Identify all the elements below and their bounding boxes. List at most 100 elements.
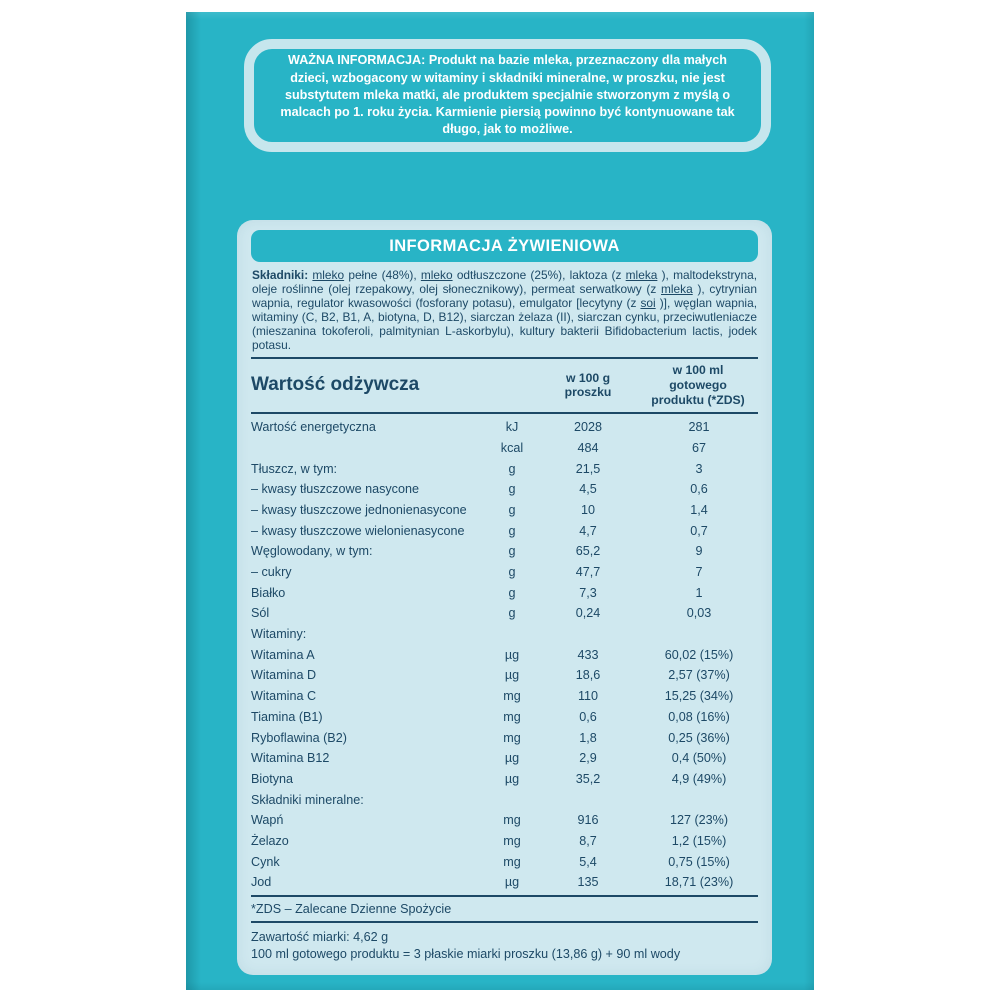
row-value-100ml: 2,57 (37%) (668, 668, 730, 683)
row-unit: µg (504, 771, 520, 786)
header-per-100g: w 100 g proszku (564, 370, 612, 400)
row-unit: mg (503, 854, 521, 869)
table-row: Ryboflawina (B2) mg 1,8 0,25 (36%) (251, 728, 758, 749)
row-unit: µg (504, 751, 520, 766)
row-value-100g: 18,6 (575, 668, 601, 683)
scoop-info: Zawartość miarki: 4,62 g 100 ml gotowego… (251, 929, 758, 963)
table-row: – kwasy tłuszczowe jednonienasycone g 10… (251, 500, 758, 521)
row-unit: mg (503, 689, 521, 704)
row-value-100g: 484 (577, 440, 599, 455)
row-value-100ml: 0,03 (686, 606, 712, 621)
table-row: – kwasy tłuszczowe wielonienasycone g 4,… (251, 521, 758, 542)
nutrition-panel: INFORMACJA ŻYWIENIOWA Składniki: mleko p… (237, 220, 772, 975)
row-unit: g (508, 606, 516, 621)
row-value-100ml: 15,25 (34%) (664, 689, 734, 704)
row-value-100ml: 0,6 (690, 482, 708, 497)
ingredient-segment: mleko (420, 268, 453, 282)
row-unit: mg (503, 833, 521, 848)
row-value-100ml: 4,9 (49%) (671, 771, 727, 786)
table-row: Tłuszcz, w tym: g 21,5 3 (251, 459, 758, 480)
row-unit: g (508, 482, 516, 497)
row-label: – kwasy tłuszczowe jednonienasycone (251, 502, 467, 517)
row-value-100g: 433 (577, 647, 599, 662)
row-label: Wartość energetyczna (251, 420, 376, 435)
row-unit: g (508, 461, 516, 476)
preparation-line: Zawartość miarki: 4,62 g (251, 930, 389, 945)
important-notice-text: WAŻNA INFORMACJA: Produkt na bazie mleka… (280, 53, 735, 137)
zds-footnote: *ZDS – Zalecane Dzienne Spożycie (251, 902, 452, 917)
row-label: Ryboflawina (B2) (251, 730, 347, 745)
table-row: Biotyna µg 35,2 4,9 (49%) (251, 769, 758, 790)
table-row: Wapń mg 916 127 (23%) (251, 810, 758, 831)
row-unit: mg (503, 730, 521, 745)
table-row: Składniki mineralne: (251, 790, 758, 811)
row-value-100ml: 9 (695, 544, 703, 559)
table-row: Jod µg 135 18,71 (23%) (251, 872, 758, 893)
row-label: Tiamina (B1) (251, 709, 323, 724)
header-per-100ml: w 100 ml gotowego produktu (*ZDS) (651, 363, 745, 407)
ingredient-segment: mleka (625, 268, 658, 282)
row-value-100g: 916 (577, 813, 599, 828)
table-header: Wartość odżywcza w 100 g proszku w 100 m… (251, 359, 758, 412)
row-value-100ml: 1,2 (15%) (671, 833, 727, 848)
row-label: Składniki mineralne: (251, 792, 364, 807)
row-label: Węglowodany, w tym: (251, 544, 373, 559)
row-unit (476, 624, 548, 645)
row-label: Biotyna (251, 771, 294, 786)
header-nutrition-label: Wartość odżywcza (251, 374, 420, 396)
nutrition-table-body: Wartość energetyczna kJ 2028 281 kcal 48… (251, 414, 758, 895)
table-row: Wartość energetyczna kJ 2028 281 (251, 417, 758, 438)
ingredient-segment: mleka (661, 281, 693, 296)
row-unit: mg (503, 813, 521, 828)
row-value-100g: 47,7 (575, 565, 601, 580)
row-value-100ml: 127 (23%) (669, 813, 729, 828)
table-row: Witaminy: (251, 624, 758, 645)
table-row: – kwasy tłuszczowe nasycone g 4,5 0,6 (251, 479, 758, 500)
table-row: Węglowodany, w tym: g 65,2 9 (251, 541, 758, 562)
row-value-100g: 21,5 (575, 461, 601, 476)
row-value-100ml: 281 (688, 420, 710, 435)
row-value-100g: 4,7 (579, 523, 597, 538)
row-label: Tłuszcz, w tym: (251, 461, 338, 476)
row-unit (476, 790, 548, 811)
row-value-100ml: 0,75 (15%) (668, 854, 730, 869)
row-unit: kJ (505, 420, 519, 435)
table-row: Żelazo mg 8,7 1,2 (15%) (251, 831, 758, 852)
row-value-100g: 0,6 (579, 709, 597, 724)
row-label: Witamina A (251, 647, 315, 662)
row-value-100g: 7,3 (579, 585, 597, 600)
row-value-100g (548, 790, 628, 811)
ingredient-segment: pełne (48%), (348, 268, 421, 282)
divider-bottom (251, 895, 758, 898)
row-value-100ml: 7 (695, 565, 703, 580)
ingredient-segment: )], węglan wapnia, witaminy (C, B2, B1, … (252, 295, 757, 352)
row-value-100g: 135 (577, 875, 599, 890)
row-unit: g (508, 523, 516, 538)
row-value-100g: 10 (580, 502, 595, 517)
row-label: Jod (251, 875, 272, 890)
row-value-100ml: 3 (695, 461, 703, 476)
table-row: Witamina B12 µg 2,9 0,4 (50%) (251, 748, 758, 769)
ingredient-segment: odtłuszczone (25%), laktoza (z (456, 268, 626, 282)
divider-top (251, 357, 758, 360)
nutrition-panel-title: INFORMACJA ŻYWIENIOWA (251, 230, 758, 262)
row-label: Cynk (251, 854, 280, 869)
row-value-100g: 0,24 (575, 606, 601, 621)
row-value-100g: 35,2 (575, 771, 601, 786)
row-unit: g (508, 565, 516, 580)
row-label: Wapń (251, 813, 284, 828)
row-value-100ml: 18,71 (23%) (664, 875, 734, 890)
row-label: Sól (251, 606, 270, 621)
row-label: Białko (251, 585, 286, 600)
important-notice-box: WAŻNA INFORMACJA: Produkt na bazie mleka… (244, 39, 771, 152)
row-unit: mg (503, 709, 521, 724)
row-value-100g: 2028 (573, 420, 603, 435)
ingredient-segment: mleko (312, 268, 345, 282)
divider-footnote (251, 921, 758, 924)
row-value-100ml: 60,02 (15%) (664, 647, 734, 662)
row-value-100ml: 1,4 (690, 502, 708, 517)
table-row: Tiamina (B1) mg 0,6 0,08 (16%) (251, 707, 758, 728)
ingredient-segment: soi (640, 295, 656, 310)
row-value-100g: 4,5 (579, 482, 597, 497)
